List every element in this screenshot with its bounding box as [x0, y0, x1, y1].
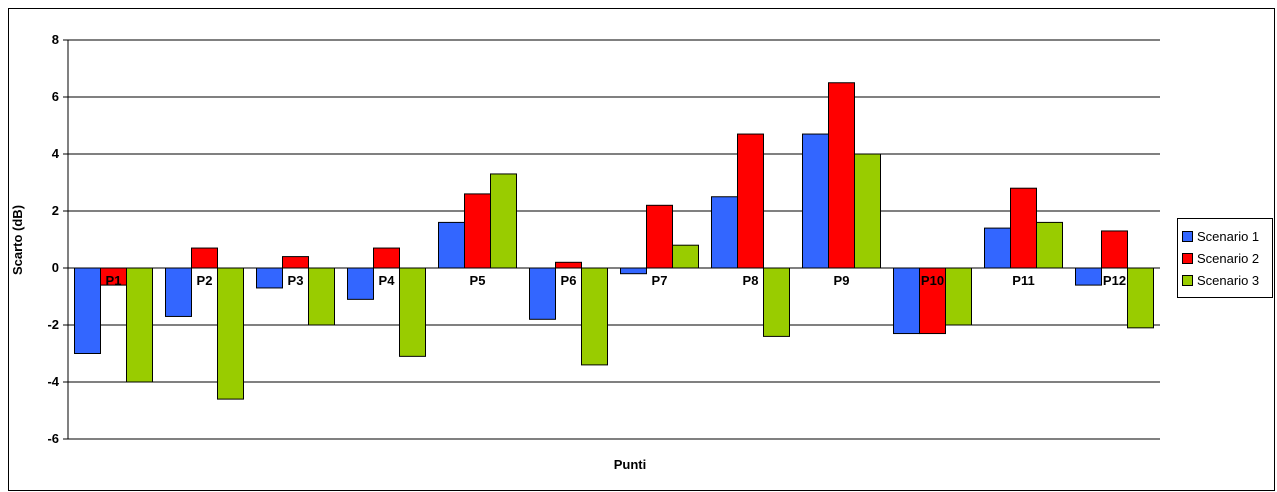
bar-scenario-1-p1: [74, 267, 101, 354]
legend-item-scenario-3: Scenario 3: [1182, 269, 1272, 291]
x-tick-label: P4: [379, 273, 396, 288]
bar-scenario-2-p4: [373, 247, 400, 269]
bar-scenario-3-p2: [217, 267, 244, 400]
bar-scenario-1-p2: [165, 267, 192, 317]
bar-scenario-2-p6: [555, 261, 582, 269]
bar-scenario-1-p7: [620, 267, 647, 275]
bar-scenario-1-p9: [802, 133, 829, 269]
bar-scenario-2-p9: [828, 82, 855, 269]
bar-scenario-2-p5: [464, 193, 491, 269]
y-tick-label: -4: [47, 374, 59, 389]
bar-scenario-3-p5: [490, 173, 517, 269]
bar-scenario-2-p10: [919, 267, 946, 335]
legend-label-scenario-3: Scenario 3: [1197, 272, 1260, 288]
legend-label-scenario-1: Scenario 1: [1197, 228, 1260, 244]
gridlines: [68, 39, 1160, 440]
x-tick-label: P3: [288, 273, 304, 288]
x-tick-label: P8: [743, 273, 759, 288]
bar-scenario-3-p11: [1036, 221, 1063, 269]
bar-scenario-3-p10: [945, 267, 972, 326]
bar-scenario-2-p8: [737, 133, 764, 269]
bar-scenario-2-p2: [191, 247, 218, 269]
bar-scenario-2-p12: [1101, 230, 1128, 269]
y-tick-label: 6: [52, 89, 59, 104]
x-tick-label: P9: [834, 273, 850, 288]
legend-swatch-scenario-3: [1182, 274, 1193, 286]
legend-item-scenario-1: Scenario 1: [1182, 225, 1272, 247]
bar-scenario-1-p4: [347, 267, 374, 300]
bar-scenario-2-p3: [282, 256, 309, 269]
legend-swatch-scenario-2: [1182, 252, 1193, 264]
bar-scenario-3-p7: [672, 244, 699, 269]
x-tick-label: P6: [561, 273, 577, 288]
legend-label-scenario-2: Scenario 2: [1197, 250, 1260, 266]
x-axis-title: Punti: [614, 457, 647, 472]
y-tick-label: 0: [52, 260, 59, 275]
bar-scenario-3-p4: [399, 267, 426, 357]
y-tick-label: -6: [47, 431, 59, 446]
x-tick-label: P10: [921, 273, 944, 288]
x-tick-label: P1: [106, 273, 122, 288]
bar-scenario-1-p6: [529, 267, 556, 320]
bar-scenario-2-p11: [1010, 187, 1037, 269]
y-tick-label: 8: [52, 32, 59, 47]
bar-scenario-3-p1: [126, 267, 153, 383]
labels: P1 P2 P3 P4 P5 P6 P7 P8 P9 P10 P11 P12: [106, 273, 1127, 288]
bars: [74, 82, 1154, 400]
bar-scenario-3-p3: [308, 267, 335, 326]
bar-scenario-1-p12: [1075, 267, 1102, 286]
bar-scenario-3-p6: [581, 267, 608, 366]
bar-scenario-1-p10: [893, 267, 920, 335]
bar-scenario-3-p12: [1127, 267, 1154, 329]
x-tick-label: P5: [470, 273, 486, 288]
x-tick-label: P7: [652, 273, 668, 288]
bar-scenario-1-p5: [438, 221, 465, 269]
y-tick-label: 4: [52, 146, 60, 161]
y-tick-label: -2: [47, 317, 59, 332]
bar-scenario-1-p11: [984, 227, 1011, 269]
axes: -6 -4 -2 0 2 4 6 8: [47, 32, 1160, 446]
legend-swatch-scenario-1: [1182, 230, 1193, 242]
y-tick-label: 2: [52, 203, 59, 218]
bar-scenario-3-p8: [763, 267, 790, 337]
bar-scenario-2-p7: [646, 204, 673, 269]
legend: Scenario 1 Scenario 2 Scenario 3: [1177, 218, 1273, 298]
bar-scenario-1-p3: [256, 267, 283, 289]
bar-scenario-3-p9: [854, 153, 881, 269]
x-tick-label: P11: [1012, 273, 1034, 288]
x-tick-label: P2: [197, 273, 213, 288]
bar-scenario-1-p8: [711, 196, 738, 269]
chart-area: [8, 8, 1275, 491]
y-axis-title: Scarto (dB): [10, 205, 25, 275]
legend-item-scenario-2: Scenario 2: [1182, 247, 1272, 269]
x-tick-label: P12: [1103, 273, 1126, 288]
